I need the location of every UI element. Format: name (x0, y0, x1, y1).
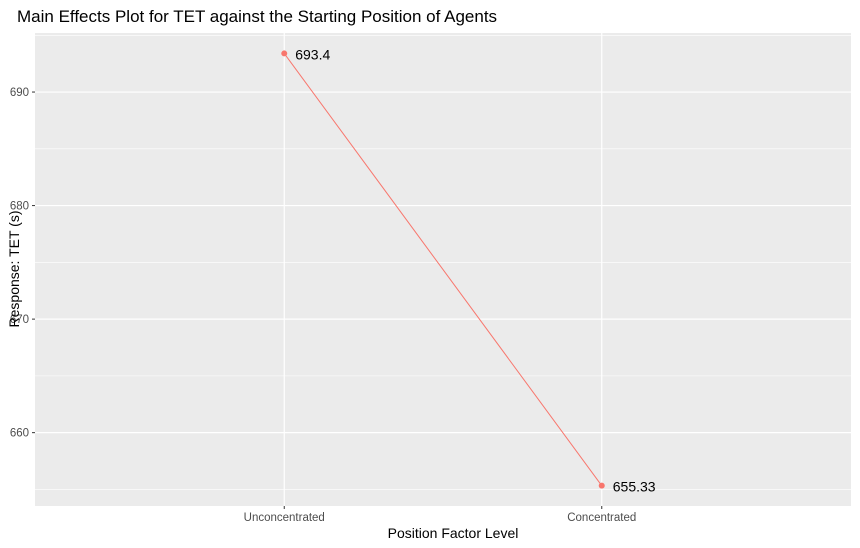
series-line (283, 53, 603, 486)
data-label: 693.4 (295, 46, 330, 62)
minor-gridlines (35, 34, 851, 490)
major-gridlines (35, 33, 851, 506)
chart-title: Main Effects Plot for TET against the St… (17, 7, 497, 26)
data-point (598, 482, 605, 489)
x-axis-title: Position Factor Level (388, 525, 519, 541)
y-axis-title: Response: TET (s) (6, 211, 22, 328)
y-axis: 660 670 680 690 (10, 87, 35, 440)
x-axis: Unconcentrated Concentrated (244, 506, 636, 524)
series-layer: 693.4 655.33 (281, 46, 656, 495)
y-tick-label: 680 (10, 201, 29, 213)
data-label: 655.33 (613, 479, 656, 495)
y-tick-label: 670 (10, 314, 29, 326)
x-tick-label: Unconcentrated (244, 512, 325, 524)
x-tick-label: Concentrated (567, 512, 636, 524)
y-tick-label: 660 (10, 428, 29, 440)
data-point (281, 50, 288, 57)
y-tick-label: 690 (10, 87, 29, 99)
